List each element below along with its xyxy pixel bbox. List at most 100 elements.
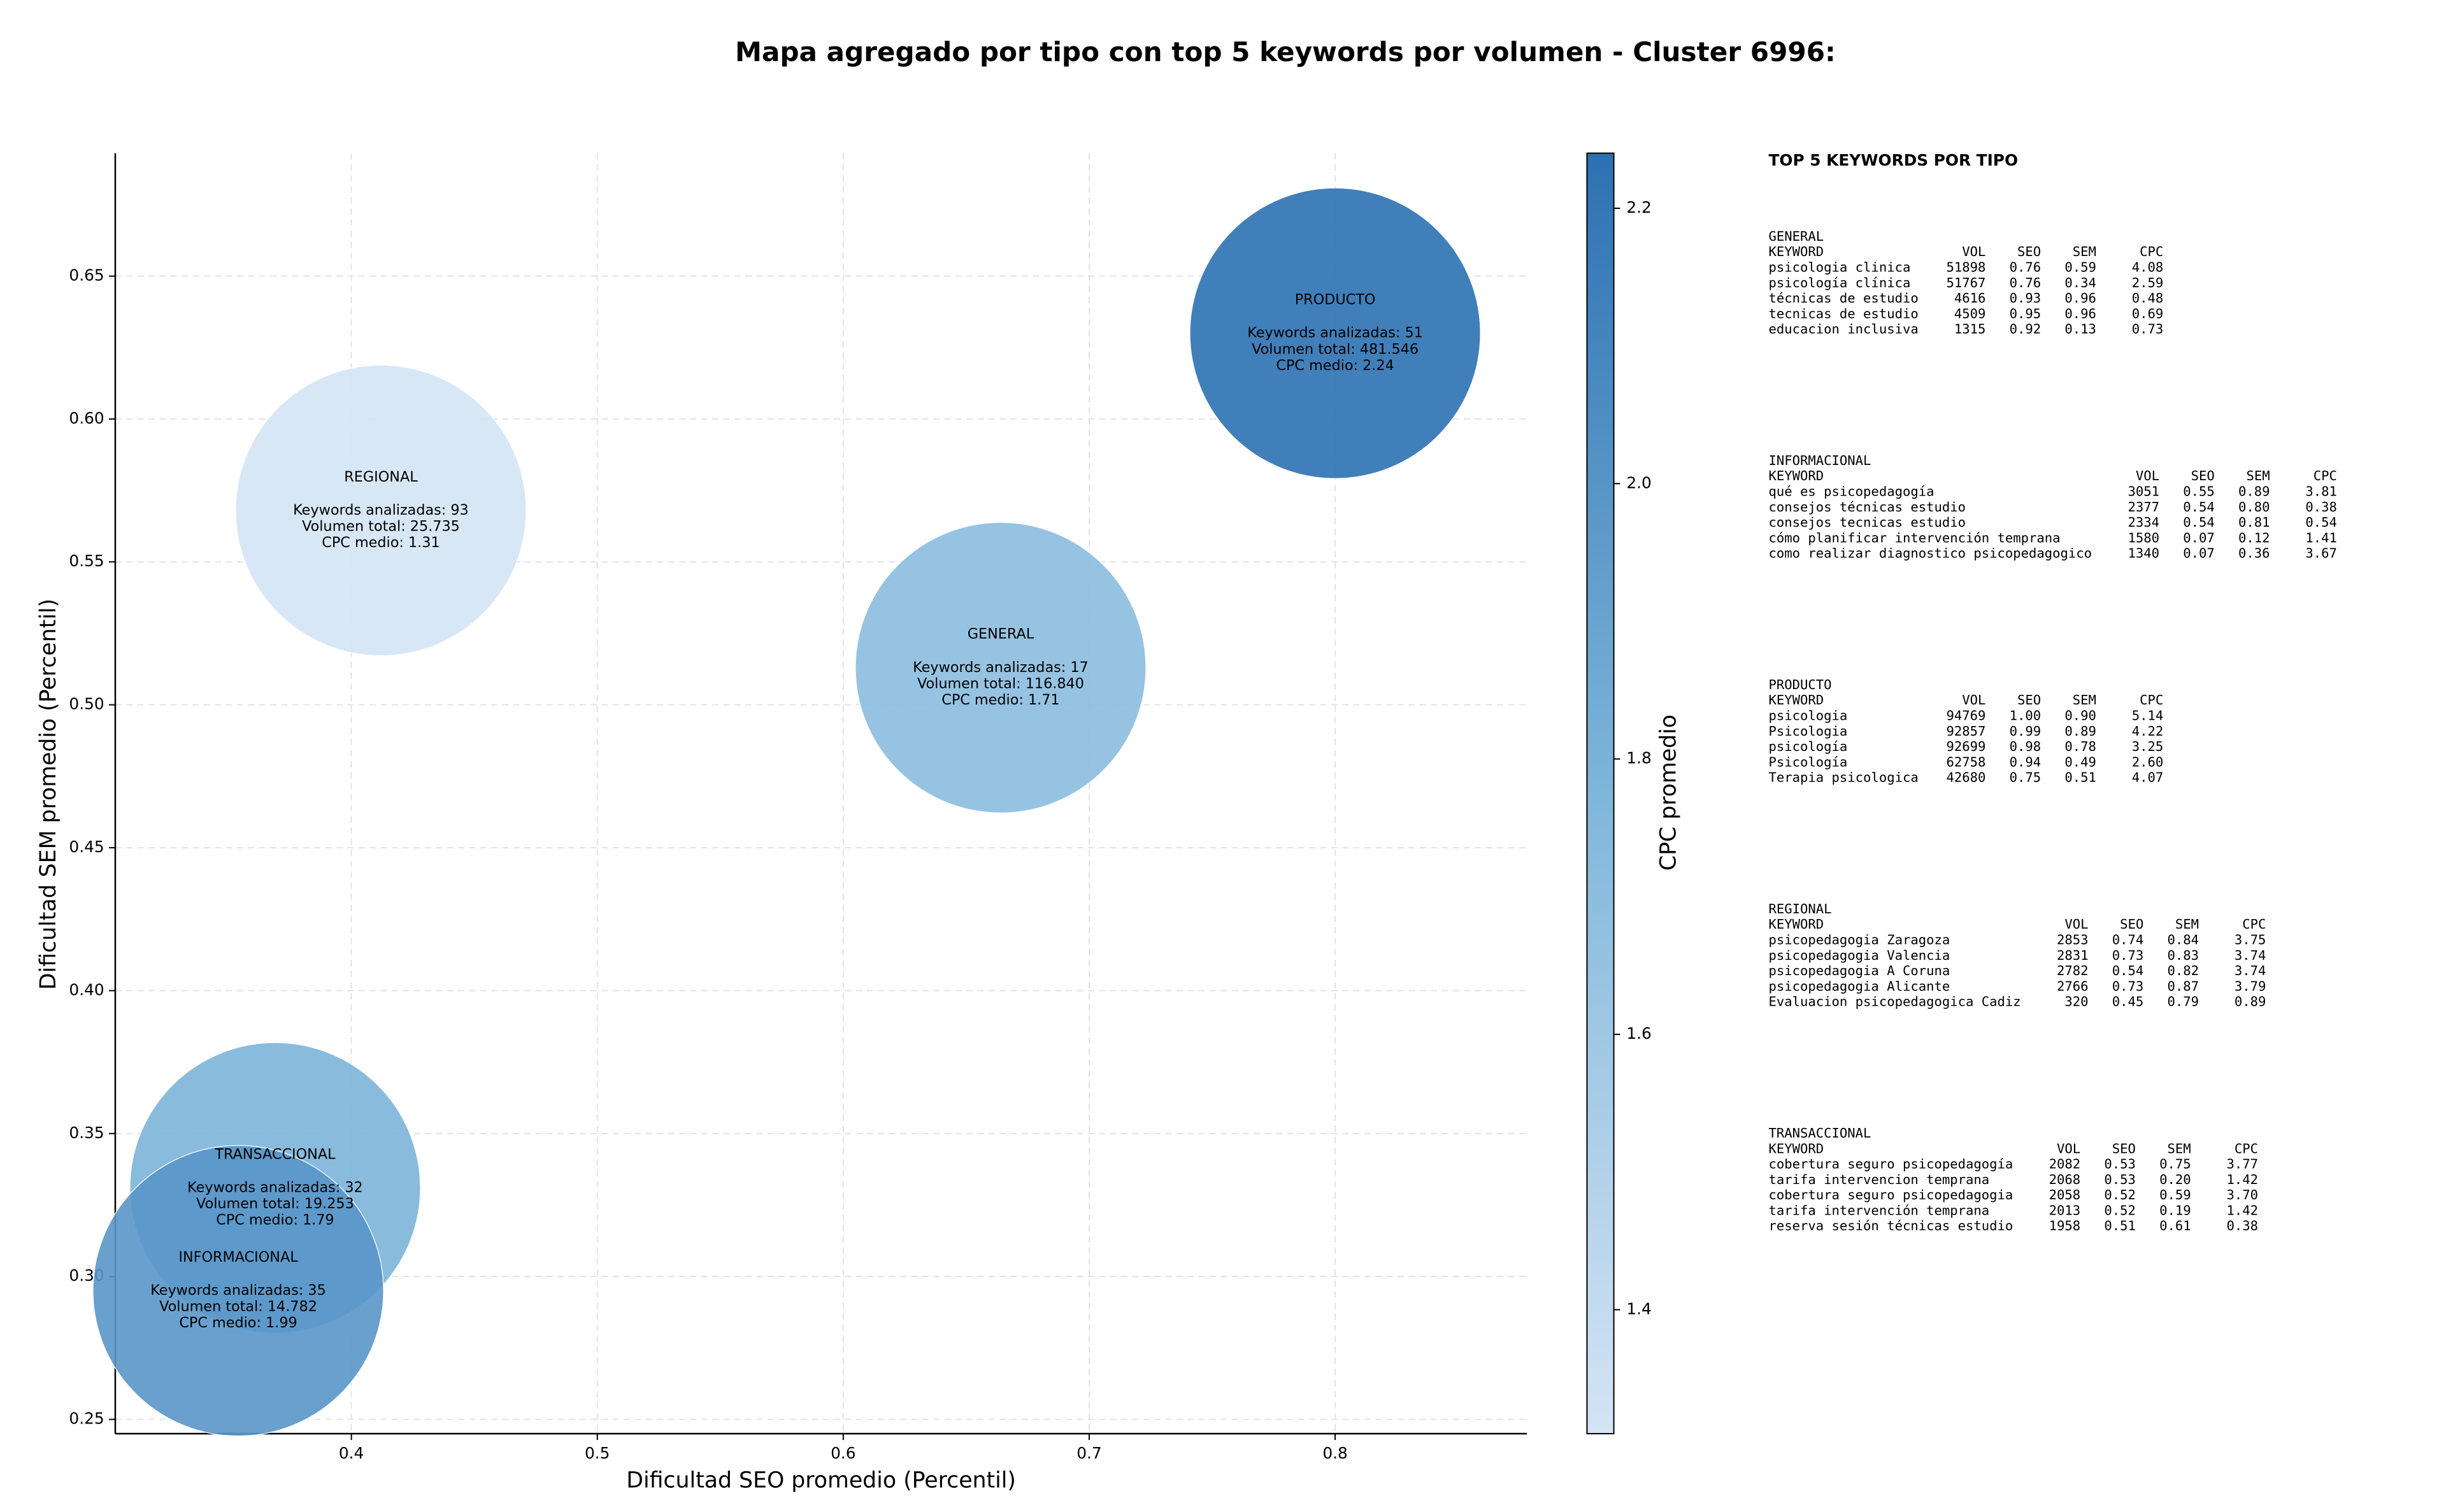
table-header: KEYWORD [1769,692,1824,708]
table-cell: tecnicas de estudio [1769,306,1919,321]
table-cell: 0.54 [2305,515,2337,530]
table-cell: 0.76 [2010,259,2042,275]
table-cell: 2.60 [2132,754,2164,769]
x-tick-label: 0.6 [831,1444,855,1462]
table-cell: 3.75 [2235,932,2266,948]
table-cell: 0.45 [2112,994,2144,1009]
table-cell: 2782 [2057,963,2089,978]
table-header: CPC [2235,1141,2258,1156]
table-header: SEM [2073,244,2096,259]
table-cell: 0.12 [2238,530,2270,545]
table-cell: 3051 [2128,484,2160,499]
table-cell: 4.07 [2132,770,2164,785]
table-heading: TOP 5 KEYWORDS POR TIPO [1769,151,2019,169]
table-cell: cómo planificar intervención temprana [1769,530,2061,545]
table-cell: como realizar diagnostico psicopedagogic… [1769,546,2092,561]
table-cell: psicopedagogia Zaragoza [1769,932,1950,948]
table-cell: 0.84 [2168,932,2199,948]
table-cell: 5.14 [2132,708,2164,724]
table-header: SEO [2112,1141,2136,1156]
table-cell: 1.00 [2010,708,2042,724]
table-cell: 0.90 [2064,708,2096,724]
table-cell: tarifa intervención temprana [1769,1202,1990,1218]
table-header: SEO [2017,692,2041,708]
table-cell: 0.92 [2010,322,2042,337]
table-cell: 0.79 [2168,994,2199,1009]
y-tick-label: 0.25 [69,1409,104,1428]
colorbar [1586,152,1615,1434]
table-header: VOL [1962,244,1985,259]
table-header: VOL [2136,468,2159,483]
table-cell: 0.99 [2010,724,2042,739]
table-cell: psicologia [1769,708,1848,724]
table-cell: 0.34 [2064,275,2096,290]
bubble [855,522,1147,813]
table-cell: psicopedagogia Alicante [1769,978,1950,994]
chart-title: Mapa agregado por tipo con top 5 keyword… [735,36,1836,68]
table-cell: 0.55 [2183,484,2215,499]
table-header: SEM [2167,1141,2191,1156]
table-header: SEM [2175,916,2199,932]
table-cell: 0.93 [2010,290,2042,306]
table-cell: 0.87 [2168,978,2199,994]
colorbar-tick-label: 2.2 [1626,198,1651,217]
table-cell: 2334 [2128,515,2160,530]
table-cell: 0.81 [2238,515,2270,530]
table-cell: 4509 [1954,306,1986,321]
bubble-annotation: Volumen total: 19.253 [196,1195,354,1212]
table-cell: 0.07 [2183,546,2215,561]
table-header: SEO [2017,244,2041,259]
table-cell: 0.69 [2132,306,2164,321]
x-axis-label: Dificultad SEO promedio (Percentil) [626,1467,1016,1493]
table-cell: 0.54 [2112,963,2144,978]
table-cell: consejos técnicas estudio [1769,499,1966,515]
table-header: CPC [2314,468,2337,483]
table-cell: 0.13 [2064,322,2096,337]
table-cell: 1958 [2049,1218,2081,1234]
table-cell: cobertura seguro psicopedagogia [1769,1187,2013,1202]
table-cell: 0.89 [2235,994,2266,1009]
y-tick-label: 0.45 [69,838,104,856]
table-cell: 94769 [1946,708,1985,724]
table-cell: 0.75 [2010,770,2042,785]
x-tick-label: 0.5 [585,1444,610,1462]
table-cell: 0.19 [2159,1202,2191,1218]
table-cell: 0.80 [2238,499,2270,515]
colorbar-tick-label: 1.6 [1626,1024,1651,1043]
table-header: KEYWORD [1769,468,1824,483]
table-cell: educacion inclusiva [1769,322,1919,337]
table-cell: 2766 [2057,978,2089,994]
table-cell: 4616 [1954,290,1986,306]
bubble-annotation: CPC medio: 1.31 [322,534,440,551]
table-cell: 0.96 [2064,290,2096,306]
bubble-annotation: CPC medio: 1.79 [216,1212,334,1229]
table-header: VOL [2057,1141,2080,1156]
bubble [92,1145,384,1437]
y-tick-label: 0.50 [69,695,104,713]
table-header: CPC [2140,244,2163,259]
table-header: SEO [2120,916,2143,932]
table-cell: Psicología [1769,754,1848,769]
table-cell: 3.67 [2305,546,2337,561]
table-cell: 51898 [1946,259,1985,275]
table-cell: psicología clínica [1769,275,1911,290]
table-cell: 0.59 [2064,259,2096,275]
bubble-name: GENERAL [968,626,1034,643]
y-tick-label: 0.65 [69,266,104,284]
table-cell: Psicologia [1769,724,1848,739]
table-cell: 3.70 [2226,1187,2258,1202]
table-cell: 0.38 [2226,1218,2258,1234]
bubble-annotation: Volumen total: 14.782 [159,1299,317,1315]
table-cell: 0.94 [2010,754,2042,769]
table-cell: 4.22 [2132,724,2164,739]
colorbar-tick-label: 1.8 [1626,749,1651,767]
table-cell: 3.74 [2235,963,2266,978]
bubble-name: TRANSACCIONAL [214,1146,336,1162]
table-cell: 0.73 [2112,978,2144,994]
table-header: SEO [2191,468,2215,483]
table-cell: 2082 [2049,1157,2081,1172]
table-title: GENERAL [1769,229,1824,244]
table-cell: 3.79 [2235,978,2266,994]
y-tick-label: 0.40 [69,980,104,999]
